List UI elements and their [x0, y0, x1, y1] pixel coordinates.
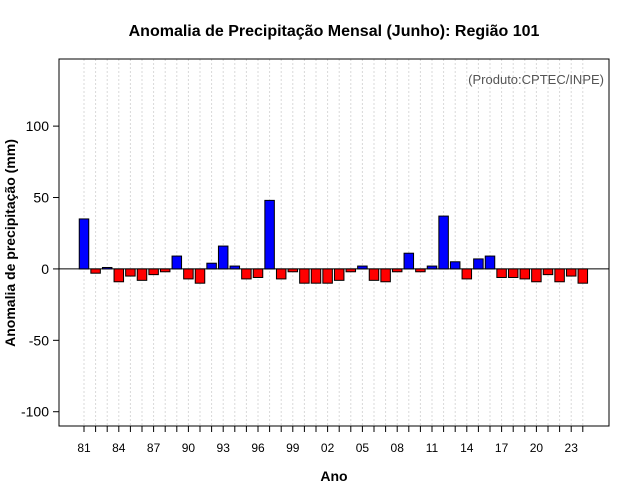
- y-tick-label: -100: [21, 404, 49, 420]
- y-tick-label: 100: [26, 118, 50, 134]
- bar-2020: [531, 268, 542, 283]
- chart-title: Anomalia de Precipitação Mensal (Junho):…: [129, 23, 540, 40]
- bar-1988: [159, 268, 171, 273]
- y-axis-label: Anomalia de precipitação (mm): [2, 139, 18, 347]
- bar-1986: [136, 268, 148, 281]
- bar-2000: [299, 268, 310, 284]
- x-axis-label: Ano: [320, 468, 347, 484]
- x-tick-label: 81: [77, 441, 91, 455]
- x-tick-label: 20: [530, 441, 544, 455]
- bar-1989: [171, 255, 183, 270]
- bar-2014: [461, 268, 473, 280]
- x-tick-label: 96: [251, 441, 265, 455]
- bar-1987: [148, 268, 159, 276]
- bar-1991: [194, 268, 206, 284]
- bar-2002: [322, 268, 333, 284]
- bar-2024: [577, 268, 589, 284]
- bar-2004: [345, 268, 357, 273]
- x-tick-label: 02: [321, 441, 335, 455]
- bar-2016: [484, 255, 496, 270]
- bar-2011: [426, 265, 438, 270]
- x-tick-label: 93: [217, 441, 231, 455]
- bar-1983: [101, 266, 113, 270]
- bar-1994: [229, 265, 241, 270]
- bar-1998: [275, 268, 287, 280]
- bar-2008: [391, 268, 403, 273]
- bar-2010: [415, 268, 426, 273]
- x-axis: 81 84 87 90 93 96 99 02 05 08 11 14 17 20 23: [77, 426, 584, 455]
- bar-2018: [507, 268, 519, 278]
- y-tick-label: 50: [33, 190, 49, 206]
- y-axis: -100 -50 0 50 100: [21, 118, 59, 420]
- x-tick-label: 05: [356, 441, 370, 455]
- x-tick-label: 14: [460, 441, 474, 455]
- bar-1981: [78, 218, 90, 270]
- plot-frame: [58, 58, 610, 427]
- bar-2005: [357, 265, 368, 270]
- x-tick-label: 90: [182, 441, 196, 455]
- bar-2015: [473, 258, 484, 270]
- bars: [78, 199, 589, 284]
- bar-2023: [565, 268, 577, 277]
- bar-1985: [125, 268, 136, 277]
- bar-2017: [496, 268, 507, 278]
- bar-1982: [90, 268, 101, 274]
- bar-2013: [449, 261, 461, 270]
- x-tick-label: 99: [286, 441, 300, 455]
- x-tick-label: 11: [426, 441, 439, 455]
- bar-2001: [310, 268, 322, 284]
- bar-2003: [333, 268, 345, 281]
- bar-2007: [380, 268, 391, 283]
- grid-lines: [83, 59, 584, 426]
- x-tick-label: 23: [565, 441, 579, 455]
- x-tick-label: 08: [391, 441, 405, 455]
- bar-1992: [206, 262, 217, 270]
- x-tick-label: 84: [112, 441, 126, 455]
- bar-1996: [252, 268, 264, 278]
- bar-1990: [183, 268, 194, 280]
- bar-1997: [264, 199, 275, 270]
- bar-1995: [241, 268, 252, 280]
- bar-1984: [113, 268, 125, 283]
- y-tick-label: -50: [29, 332, 49, 348]
- y-tick-label: 0: [41, 261, 49, 277]
- x-tick-label: 87: [147, 441, 161, 455]
- bar-2009: [403, 252, 415, 270]
- bar-1999: [287, 268, 299, 273]
- bar-2012: [438, 215, 449, 270]
- bar-1993: [217, 245, 229, 270]
- credit-label: (Produto:CPTEC/INPE): [468, 72, 604, 87]
- x-tick-label: 17: [495, 441, 509, 455]
- bar-2022: [554, 268, 565, 283]
- bar-2021: [542, 268, 554, 276]
- bar-2006: [368, 268, 380, 281]
- bar-2019: [519, 268, 531, 280]
